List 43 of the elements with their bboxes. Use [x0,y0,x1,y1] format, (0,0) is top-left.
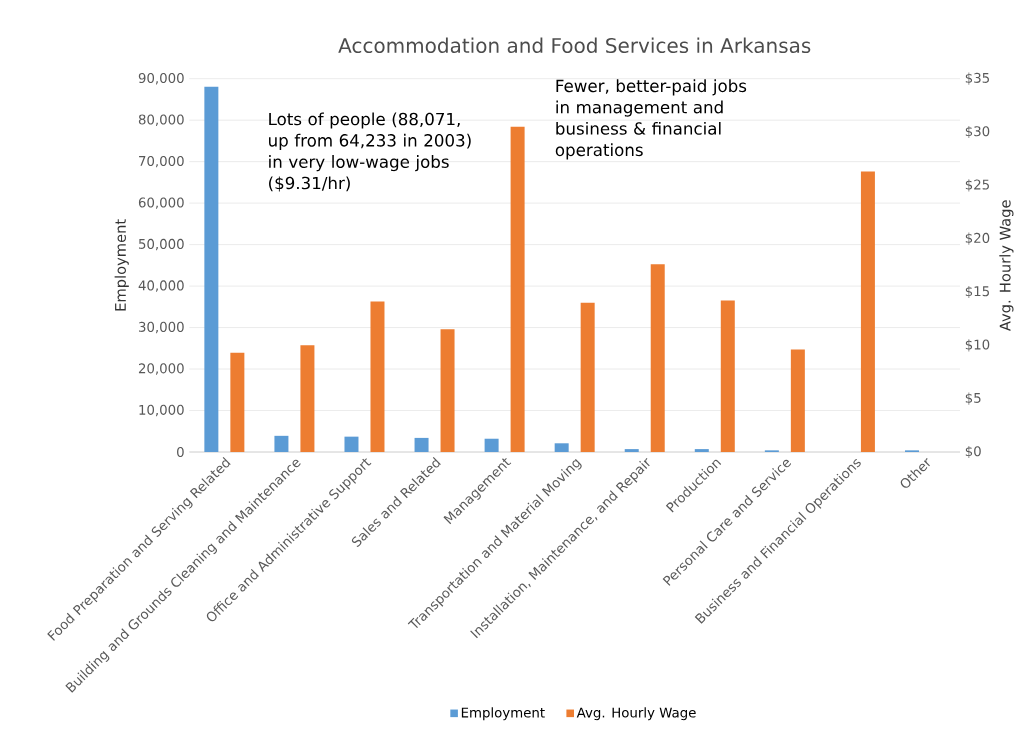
chart-title: Accommodation and Food Services in Arkansas [338,37,811,54]
y2-tick-label: $20 [965,232,990,245]
y-tick-label: 0 [177,446,184,458]
y-tick-label: 50,000 [138,238,184,251]
bar [624,449,639,452]
y-tick-label: 30,000 [138,321,184,334]
bar [650,264,665,452]
y-tick-label: 70,000 [139,155,184,168]
y-tick-label: 80,000 [138,114,184,126]
y-axis-title: Employment [114,219,129,311]
bar [790,349,805,452]
y2-tick-label: $0 [965,445,981,459]
annotation: Fewer, better-paid jobs in management and business & financial operations [555,79,747,160]
bar [554,443,569,452]
bar [580,302,595,452]
bar [204,86,219,452]
bar [860,171,875,452]
bar [344,436,359,452]
bar [274,435,289,452]
y2-tick-label: $35 [965,72,989,85]
bar [484,438,499,452]
bar [414,437,429,452]
y2-axis-title: Avg. Hourly Wage [999,200,1014,332]
bar [440,329,455,452]
y-tick-label: 40,000 [138,280,184,292]
y-tick-label: 60,000 [138,197,184,209]
y-tick-label: 90,000 [138,72,184,85]
y2-tick-label: $5 [965,392,981,405]
bar [720,300,735,452]
bar [300,345,315,452]
annotation: Lots of people (88,071, up from 64,233 in 2003) in very low-wage jobs ($9.31/hr) [269,112,471,192]
bar [510,126,525,452]
y2-tick-label: $25 [965,179,989,192]
y-tick-label: 10,000 [139,404,184,417]
y-tick-label: 20,000 [138,363,184,375]
y2-tick-label: $30 [965,125,990,139]
y2-tick-label: $15 [965,285,989,299]
bar [694,449,709,452]
legend-label: Employment [461,707,545,721]
bar [370,301,385,452]
bar [230,352,245,452]
y2-tick-label: $10 [965,339,990,352]
legend-label: Avg. Hourly Wage [576,707,696,721]
